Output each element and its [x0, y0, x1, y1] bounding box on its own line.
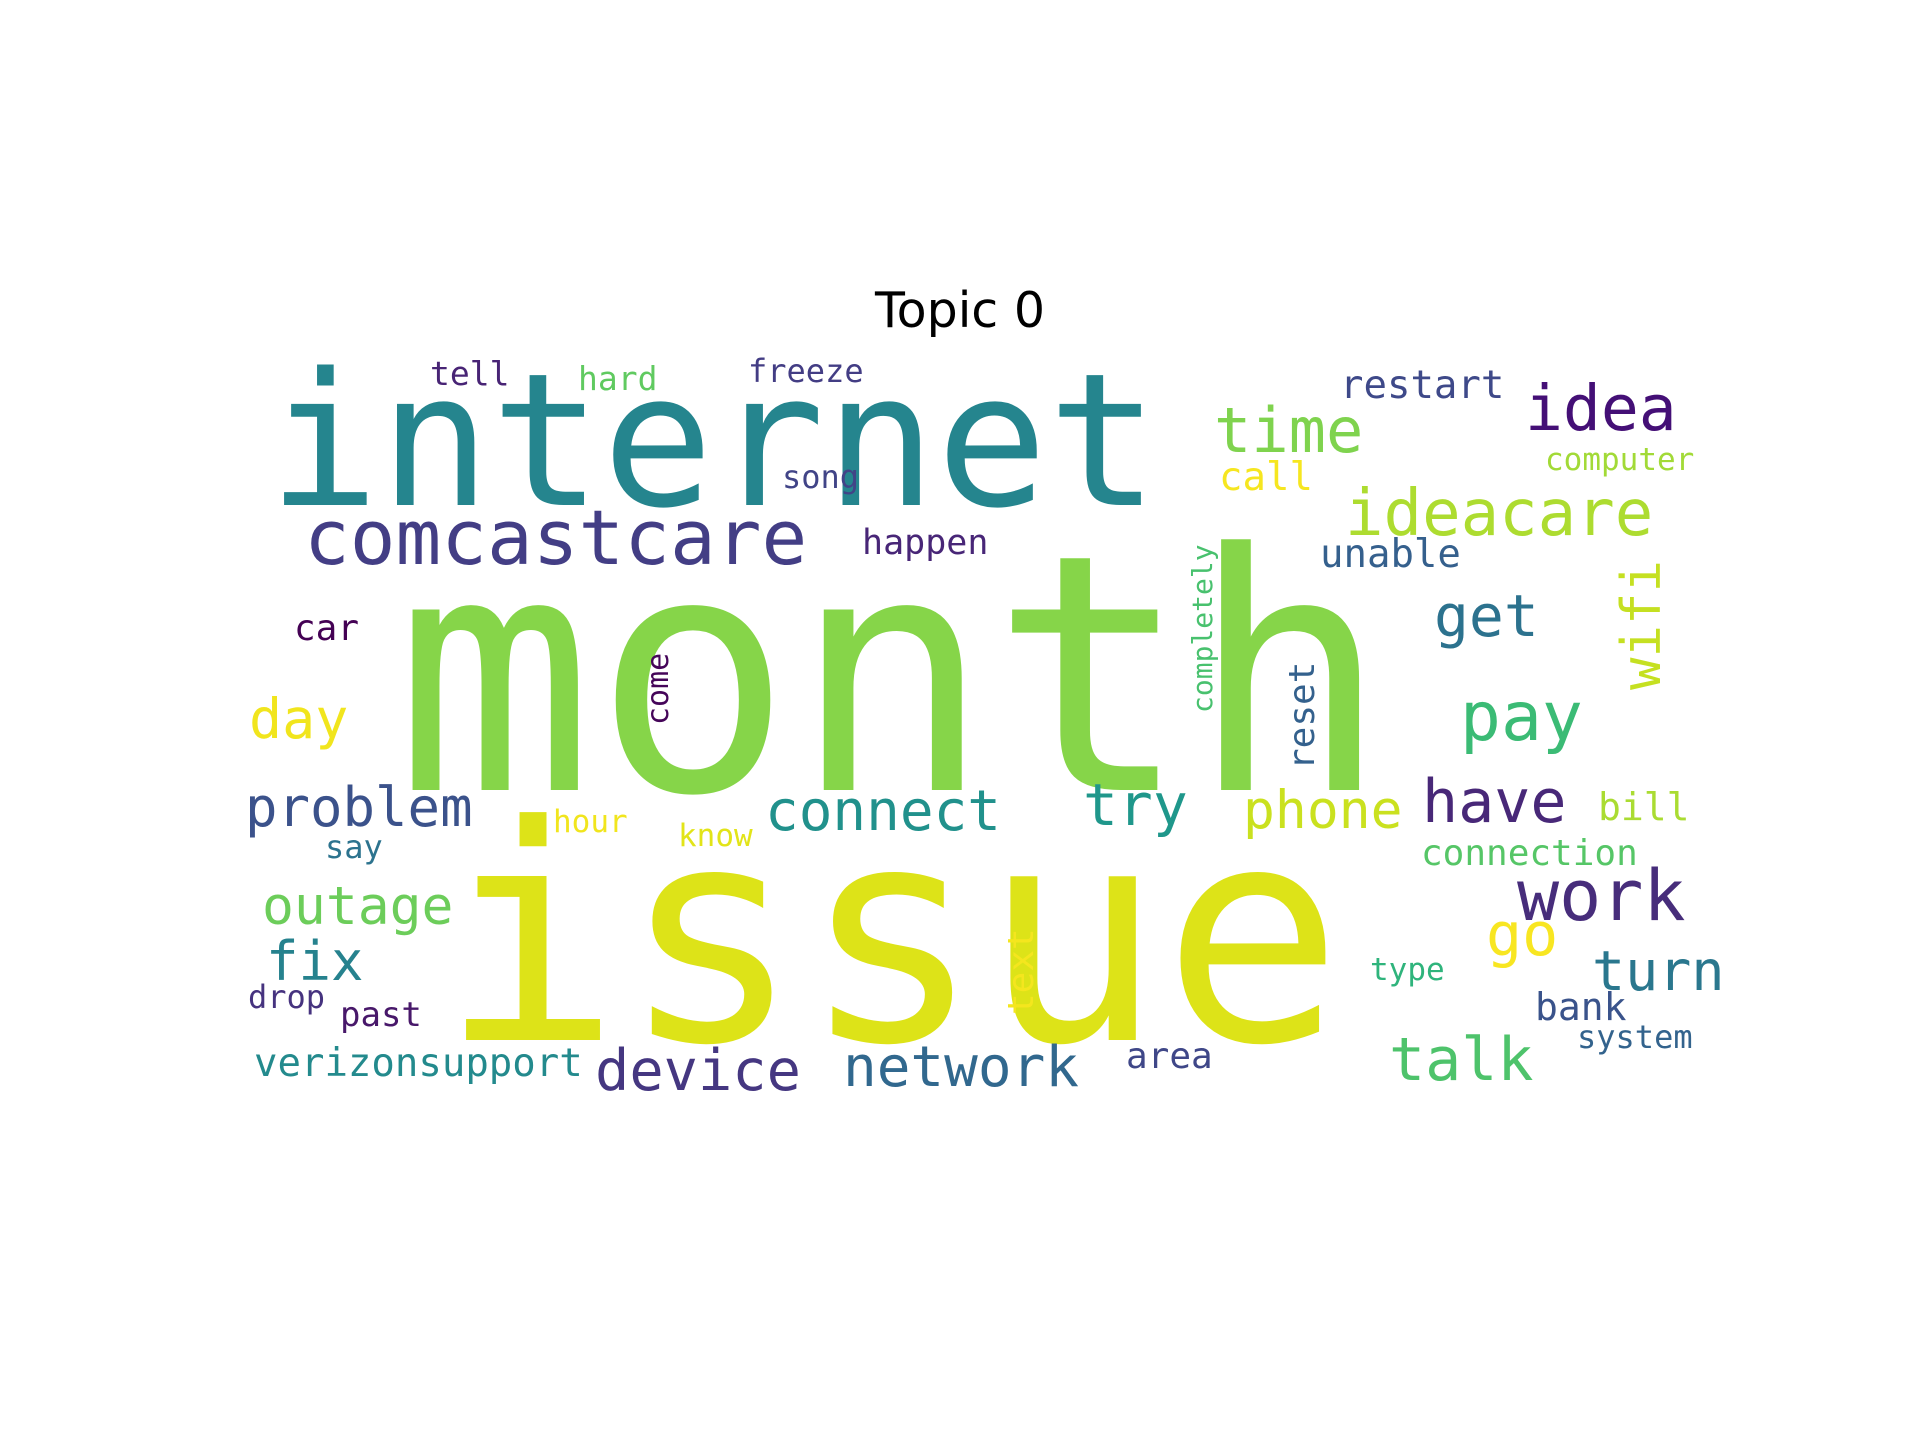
word-turn: turn: [1592, 939, 1724, 1003]
word-drop: drop: [248, 978, 325, 1016]
word-verizonsupport: verizonsupport: [254, 1041, 583, 1086]
word-bill: bill: [1598, 785, 1690, 829]
word-call: call: [1219, 455, 1313, 500]
word-pay: pay: [1460, 678, 1583, 757]
word-month: month: [395, 484, 1388, 868]
word-car: car: [294, 608, 359, 649]
word-fix: fix: [266, 930, 364, 993]
word-system: system: [1577, 1018, 1693, 1056]
word-work: work: [1517, 855, 1686, 937]
word-area: area: [1126, 1036, 1213, 1077]
word-issue: issue: [440, 762, 1343, 1111]
word-type: type: [1370, 952, 1445, 988]
word-internet: internet: [268, 333, 1159, 549]
word-problem: problem: [245, 776, 473, 839]
word-know: know: [678, 818, 753, 854]
word-tell: tell: [430, 354, 509, 393]
word-ideacare: ideacare: [1345, 477, 1653, 551]
word-wifi: wifi: [1610, 560, 1673, 690]
word-outage: outage: [262, 876, 453, 937]
word-have: have: [1422, 767, 1567, 837]
word-past: past: [340, 995, 422, 1035]
word-song: song: [782, 458, 859, 496]
word-go: go: [1486, 900, 1558, 970]
word-device: device: [595, 1038, 801, 1104]
word-comcastcare: comcastcare: [304, 493, 807, 582]
word-freeze: freeze: [748, 352, 864, 390]
word-time: time: [1214, 394, 1363, 467]
word-try: try: [1083, 771, 1188, 839]
word-come: come: [641, 653, 676, 725]
word-talk: talk: [1389, 1025, 1534, 1095]
word-text: text: [1001, 928, 1042, 1015]
word-happen: happen: [862, 523, 988, 563]
word-get: get: [1434, 582, 1539, 650]
word-day: day: [249, 687, 348, 751]
word-connect: connect: [765, 779, 1001, 844]
word-bank: bank: [1535, 985, 1627, 1029]
figure-title: Topic 0: [875, 282, 1045, 339]
word-restart: restart: [1340, 363, 1504, 408]
word-say: say: [325, 828, 383, 866]
word-connection: connection: [1421, 833, 1638, 874]
word-computer: computer: [1545, 442, 1694, 478]
word-completely: completely: [1186, 544, 1219, 713]
word-phone: phone: [1243, 780, 1403, 841]
word-network: network: [843, 1035, 1079, 1100]
word-idea: idea: [1525, 372, 1677, 445]
word-hour: hour: [553, 804, 628, 840]
word-unable: unable: [1320, 532, 1461, 577]
word-hard: hard: [578, 359, 657, 398]
word-reset: reset: [1282, 662, 1323, 770]
